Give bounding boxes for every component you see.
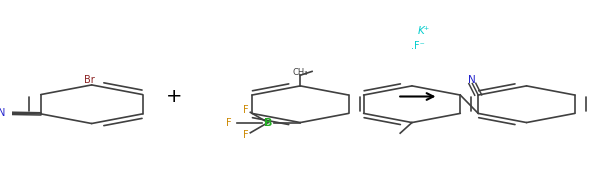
Text: Br: Br — [84, 75, 95, 85]
Text: .F⁻: .F⁻ — [411, 41, 425, 51]
Text: K⁺: K⁺ — [418, 26, 430, 36]
Text: +: + — [166, 87, 182, 106]
Text: F: F — [243, 105, 248, 115]
Text: F: F — [243, 130, 248, 140]
Text: F: F — [226, 118, 232, 128]
Text: CH₃: CH₃ — [293, 68, 308, 77]
Text: N: N — [0, 108, 5, 118]
Text: N: N — [469, 75, 476, 85]
Text: B: B — [264, 118, 272, 128]
